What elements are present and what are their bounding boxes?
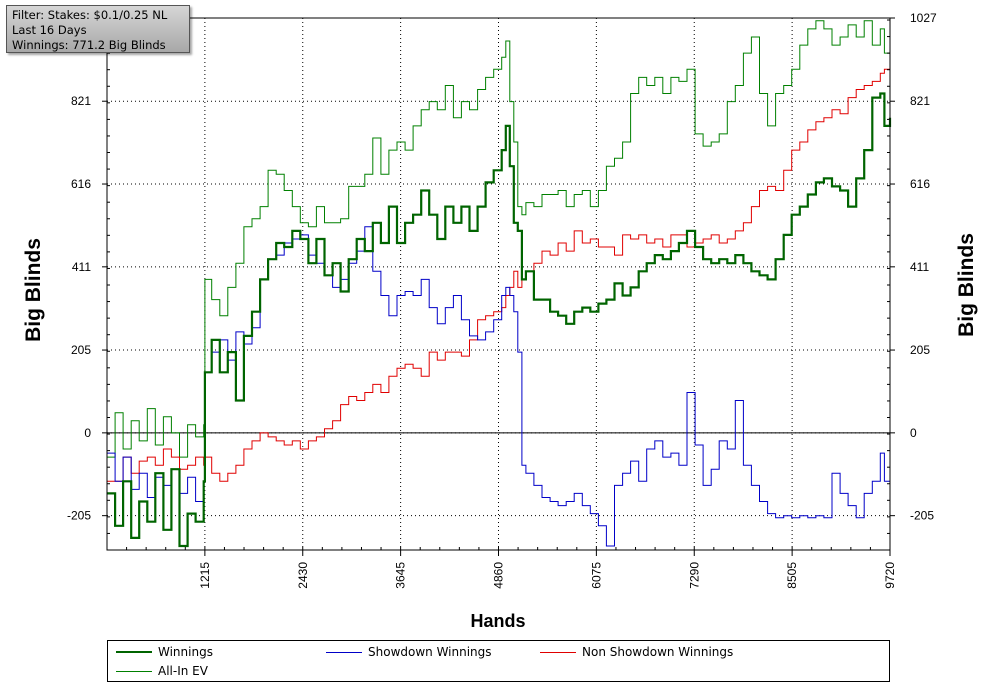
series-line-showdown-winnings xyxy=(107,226,891,547)
legend-label: Non Showdown Winnings xyxy=(582,645,734,659)
legend-swatch xyxy=(116,670,152,672)
series-line-all-in-ev xyxy=(107,20,891,458)
x-tick-label: 8505 xyxy=(785,562,799,589)
y-tick-label-right: 411 xyxy=(910,260,929,274)
x-axis-label: Hands xyxy=(470,611,525,631)
y-axis-right: -205 0 205 411 616 821 1027 xyxy=(890,11,937,523)
y-tick-label-left: 0 xyxy=(84,426,91,440)
y-tick-label-right: 205 xyxy=(910,343,930,357)
x-tick-label: 7290 xyxy=(687,562,701,589)
y-tick-label-right: 0 xyxy=(910,426,917,440)
y-axis-label-left: Big Blinds xyxy=(22,238,45,342)
x-tick-label: 3645 xyxy=(394,562,408,589)
y-tick-label-left: -205 xyxy=(67,509,91,523)
series-group xyxy=(107,20,892,548)
legend-item-non-showdown: Non Showdown Winnings xyxy=(540,643,733,661)
legend: Winnings Showdown Winnings Non Showdown … xyxy=(107,640,890,682)
legend-label: Showdown Winnings xyxy=(368,645,492,659)
filter-info-box: Filter: Stakes: $0.1/0.25 NL Last 16 Day… xyxy=(6,5,190,53)
y-tick-label-left: 205 xyxy=(71,343,91,357)
y-tick-label-right: 821 xyxy=(910,94,930,108)
y-tick-label-right: 616 xyxy=(910,177,930,191)
legend-swatch xyxy=(116,651,152,653)
y-tick-label-left: 821 xyxy=(71,94,91,108)
x-tick-label: 1215 xyxy=(198,562,212,589)
legend-label: Winnings xyxy=(158,645,213,659)
filter-winnings: Winnings: 771.2 Big Blinds xyxy=(12,38,166,52)
x-tick-label: 2430 xyxy=(296,562,310,589)
x-axis: 1215 2430 3645 4860 6075 7290 8505 9720 xyxy=(198,550,897,589)
y-tick-label-left: 616 xyxy=(71,177,91,191)
legend-swatch xyxy=(326,651,362,653)
x-tick-label: 9720 xyxy=(883,562,897,589)
legend-swatch xyxy=(540,651,576,653)
y-tick-label-left: 411 xyxy=(72,260,91,274)
legend-item-allin-ev: All-In EV xyxy=(116,662,208,680)
grid xyxy=(107,17,891,550)
minor-ticks xyxy=(106,19,891,551)
legend-item-winnings: Winnings xyxy=(116,643,213,661)
legend-label: All-In EV xyxy=(158,664,208,678)
y-tick-label-right: 1027 xyxy=(910,11,937,25)
y-axis-label-right: Big Blinds xyxy=(955,233,978,337)
legend-item-showdown: Showdown Winnings xyxy=(326,643,492,661)
x-tick-label: 6075 xyxy=(589,562,603,589)
filter-period: Last 16 Days xyxy=(12,23,87,37)
x-tick-label: 4860 xyxy=(492,562,506,589)
y-tick-label-right: -205 xyxy=(910,509,934,523)
series-line-winnings xyxy=(107,92,892,548)
filter-stakes: Filter: Stakes: $0.1/0.25 NL xyxy=(12,8,168,22)
